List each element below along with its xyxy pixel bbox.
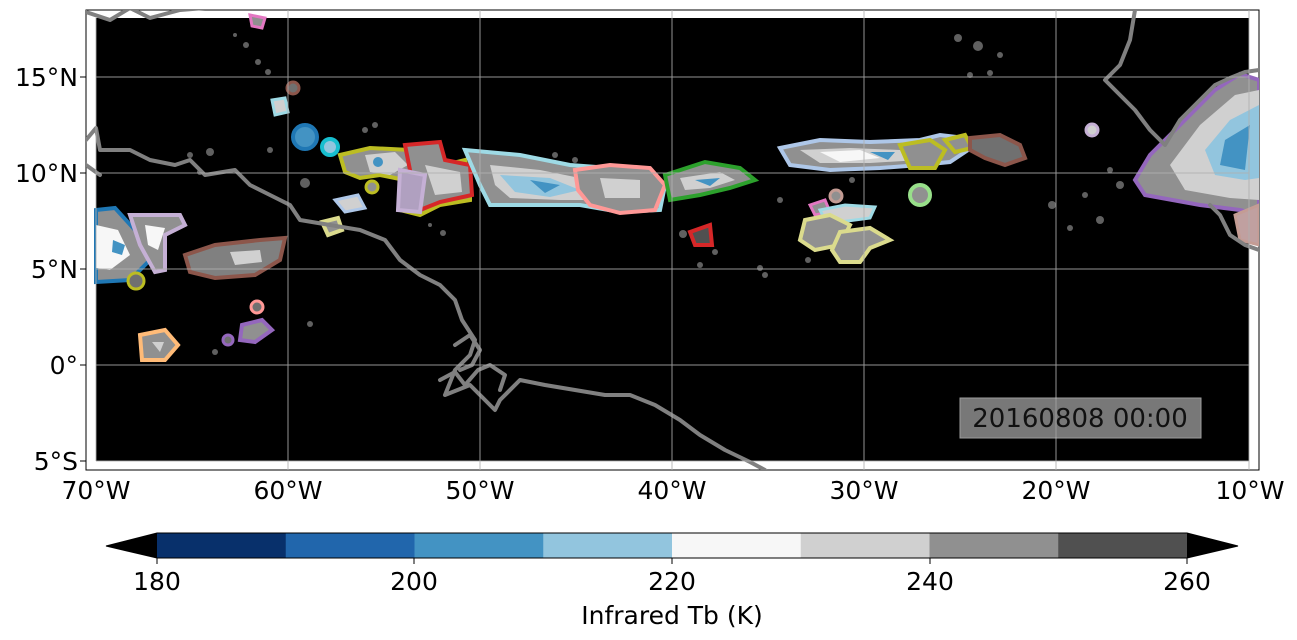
lat-tick-label: 5°N — [31, 255, 78, 284]
colorbar-tick-label: 180 — [133, 567, 181, 596]
lat-tick-label: 5°S — [34, 447, 78, 476]
colorbar-tick-label: 260 — [1163, 567, 1211, 596]
colorbar-tick-label: 220 — [648, 567, 696, 596]
lat-tick-label: 15°N — [15, 63, 78, 92]
lon-tick-label: 60°W — [253, 476, 322, 505]
lat-axis: 15°N 10°N 5°N 0° 5°S — [15, 63, 86, 476]
colorbar-bin — [543, 533, 673, 558]
cloud-cluster-itcz-main — [337, 139, 760, 247]
colorbar-tick-label: 200 — [390, 567, 438, 596]
timestamp-box: 20160808 00:00 — [959, 397, 1202, 439]
cloud-cluster-southwest — [137, 299, 276, 362]
cloud-cluster-east-band — [776, 122, 1100, 264]
lat-tick-label: 0° — [50, 351, 78, 380]
gridlines — [95, 10, 1250, 470]
lon-tick-label: 10°W — [1215, 476, 1284, 505]
cloud-cluster-west-africa — [1132, 71, 1259, 247]
colorbar-bin — [414, 533, 544, 558]
colorbar-tick-label: 240 — [906, 567, 954, 596]
cloud-cluster-caribbean — [248, 13, 380, 238]
colorbar-bin — [285, 533, 415, 558]
lat-tick-label: 10°N — [15, 159, 78, 188]
colorbar-bin — [929, 533, 1059, 558]
lon-tick-label: 70°W — [61, 476, 130, 505]
colorbar-extend-high — [1187, 533, 1238, 558]
lon-axis: 70°W 60°W 50°W 40°W 30°W 20°W 10°W — [61, 476, 1284, 505]
timestamp-label: 20160808 00:00 — [972, 404, 1188, 434]
colorbar-bin — [157, 533, 287, 558]
colorbar-label: Infrared Tb (K) — [581, 601, 763, 630]
map-plot-area: 20160808 00:00 — [85, 9, 1260, 471]
lon-tick-label: 30°W — [829, 476, 898, 505]
colorbar: 180 200 220 240 260 Infrared Tb (K) — [105, 532, 1239, 630]
colorbar-bin — [672, 533, 802, 558]
cloud-cluster-5n — [126, 235, 288, 291]
lon-tick-label: 20°W — [1021, 476, 1090, 505]
lon-tick-label: 50°W — [445, 476, 514, 505]
colorbar-bin — [1058, 533, 1188, 558]
colorbar-extend-low — [106, 533, 157, 558]
lon-tick-label: 40°W — [637, 476, 706, 505]
colorbar-bins — [157, 533, 1188, 558]
colorbar-bin — [800, 533, 930, 558]
coastlines — [86, 10, 1259, 470]
